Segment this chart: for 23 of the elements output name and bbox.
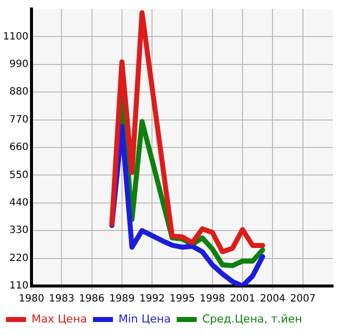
y-tick-label: 1100 xyxy=(2,31,28,42)
y-tick-label: 440 xyxy=(9,197,28,208)
y-tick-label: 660 xyxy=(9,142,28,154)
y-tick-label: 110 xyxy=(9,280,28,292)
x-tick-label: 1989 xyxy=(109,294,135,305)
y-tick-label: 330 xyxy=(9,225,28,236)
legend-label: Сред.Цена, т.йен xyxy=(202,312,302,326)
y-tick-label: 550 xyxy=(9,170,28,181)
x-tick-label: 1980 xyxy=(18,294,44,305)
x-tick-label: 1998 xyxy=(200,294,226,305)
x-tick-label: 1986 xyxy=(79,294,104,305)
x-tick-label: 1992 xyxy=(139,294,165,305)
legend-label: Min Цена xyxy=(118,312,171,326)
y-tick-label: 770 xyxy=(9,114,28,126)
y-tick-label: 990 xyxy=(9,58,28,70)
x-tick-label: 1995 xyxy=(170,294,195,305)
y-tick-label: 880 xyxy=(9,86,28,98)
x-tick-label: 2007 xyxy=(290,294,316,305)
x-tick-label: 1983 xyxy=(48,294,74,305)
x-tick-label: 2001 xyxy=(230,294,256,305)
y-tick-label: 220 xyxy=(9,252,28,264)
x-tick-label: 2004 xyxy=(260,294,286,305)
legend-label: Max Цена xyxy=(32,312,87,326)
